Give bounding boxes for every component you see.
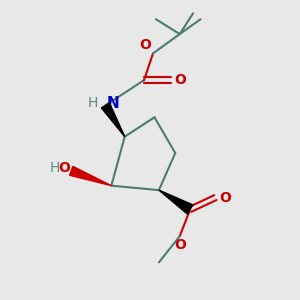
Text: O: O: [58, 161, 70, 175]
Text: N: N: [106, 96, 119, 111]
Text: O: O: [175, 73, 187, 87]
Text: O: O: [219, 190, 231, 205]
Text: H: H: [50, 161, 60, 175]
Polygon shape: [159, 190, 193, 214]
Polygon shape: [101, 103, 125, 136]
Polygon shape: [70, 166, 111, 186]
Text: O: O: [174, 238, 186, 252]
Text: H: H: [88, 96, 98, 110]
Text: O: O: [140, 38, 152, 52]
